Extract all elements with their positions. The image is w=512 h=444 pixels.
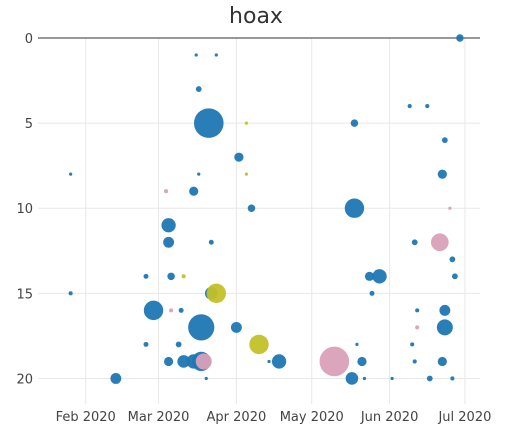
data-point <box>68 291 73 296</box>
data-point <box>449 256 456 263</box>
data-point <box>439 304 451 316</box>
data-point <box>167 272 175 281</box>
x-tick-label: Feb 2020 <box>56 410 116 425</box>
data-point <box>175 341 182 348</box>
data-point <box>271 354 287 369</box>
x-tick-label: Mar 2020 <box>128 410 190 425</box>
data-point <box>161 218 176 233</box>
data-point <box>234 152 244 162</box>
data-point <box>69 172 73 176</box>
data-point <box>410 342 415 347</box>
data-point <box>412 359 417 364</box>
data-point <box>143 273 149 279</box>
data-point <box>169 308 174 313</box>
data-point <box>425 104 430 109</box>
data-point <box>344 198 365 218</box>
data-point <box>451 273 458 280</box>
data-point <box>193 108 224 138</box>
data-point <box>214 53 218 57</box>
y-tick-label: 20 <box>16 372 33 387</box>
data-point <box>195 353 212 370</box>
data-point <box>195 86 202 92</box>
data-point <box>436 319 453 336</box>
x-tick-label: Jul 2020 <box>437 410 491 425</box>
data-point <box>197 172 201 176</box>
data-point <box>437 169 447 179</box>
y-tick-label: 10 <box>16 202 33 217</box>
data-point <box>178 307 184 313</box>
x-tick-label: Jun 2020 <box>360 410 419 425</box>
data-point <box>230 321 242 333</box>
data-point <box>244 121 249 125</box>
data-point <box>345 372 359 385</box>
data-point <box>163 356 174 367</box>
data-point <box>110 373 122 384</box>
data-point <box>164 189 169 194</box>
data-point <box>163 236 175 248</box>
y-tick-label: 0 <box>25 32 33 47</box>
data-point <box>143 341 149 347</box>
data-point <box>350 119 359 127</box>
data-point <box>181 274 186 279</box>
chart-title: hoax <box>229 4 283 29</box>
data-point <box>407 104 412 109</box>
data-point <box>208 239 214 245</box>
x-tick-label: May 2020 <box>280 410 344 425</box>
data-point <box>415 325 420 330</box>
data-point <box>247 204 256 212</box>
data-point <box>362 376 367 381</box>
data-point <box>437 356 447 367</box>
data-point <box>189 186 199 196</box>
data-point <box>319 346 350 377</box>
data-point <box>411 239 418 246</box>
data-point <box>415 308 420 313</box>
data-point <box>204 376 208 381</box>
data-point <box>450 376 455 381</box>
y-tick-label: 15 <box>16 287 33 302</box>
data-point <box>364 271 375 281</box>
data-point <box>177 355 190 368</box>
data-point <box>448 206 452 210</box>
data-point <box>369 290 375 296</box>
data-point <box>456 34 464 42</box>
data-point <box>430 233 449 252</box>
data-point <box>194 53 198 57</box>
data-point <box>249 334 269 355</box>
data-point <box>267 359 271 364</box>
data-point <box>441 137 448 144</box>
data-point <box>188 314 215 341</box>
data-point <box>206 283 227 304</box>
data-point <box>244 172 249 176</box>
data-point <box>355 342 359 347</box>
data-point <box>390 376 394 381</box>
data-point <box>143 300 164 321</box>
data-point <box>372 269 387 284</box>
y-tick-label: 5 <box>25 117 33 132</box>
x-tick-label: Apr 2020 <box>207 410 267 425</box>
data-point <box>357 356 367 367</box>
data-point <box>426 375 433 382</box>
